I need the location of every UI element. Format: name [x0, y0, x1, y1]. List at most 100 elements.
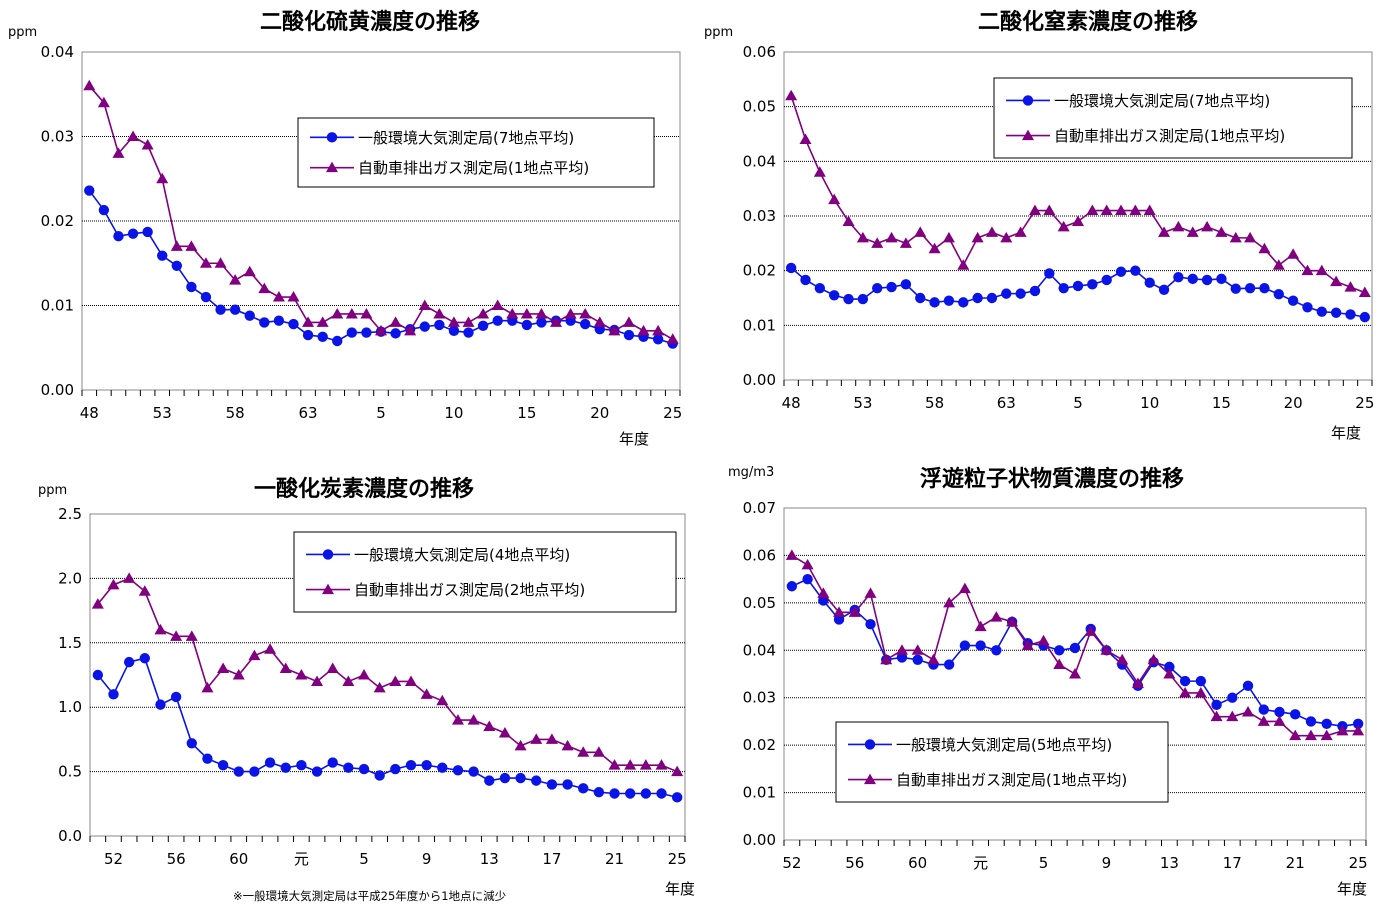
data-point-roadside: [201, 681, 214, 693]
data-point-roadside: [856, 231, 869, 243]
data-point-roadside: [467, 714, 480, 725]
data-point-roadside: [185, 240, 198, 251]
data-point-roadside: [520, 307, 533, 319]
data-point-general: [200, 291, 212, 303]
y-tick-label: 0.07: [743, 499, 776, 517]
data-point-roadside: [1210, 710, 1223, 722]
x-tick-label: 10: [444, 404, 463, 422]
data-point-roadside: [1244, 231, 1257, 243]
data-point-roadside: [154, 623, 167, 635]
data-point-roadside: [1037, 634, 1050, 646]
x-axis-label: 年度: [1337, 880, 1367, 898]
data-point-roadside: [1257, 715, 1270, 726]
data-point-roadside: [389, 675, 402, 686]
y-unit-label: mg/m3: [728, 465, 774, 480]
legend-label: 自動車排出ガス測定局(2地点平均): [354, 581, 585, 599]
data-point-roadside: [828, 193, 841, 205]
data-point-roadside: [373, 681, 386, 693]
x-axis-label: 年度: [619, 430, 649, 448]
data-point-general: [84, 185, 95, 196]
data-point-general: [264, 757, 276, 768]
data-point-general: [579, 318, 591, 330]
x-tick-label: 53: [853, 394, 872, 412]
x-tick-label: 60: [908, 854, 927, 872]
y-tick-label: 2.5: [58, 505, 82, 523]
data-point-roadside: [671, 765, 684, 777]
y-tick-label: 0.01: [743, 784, 776, 802]
data-point-general: [1244, 282, 1256, 294]
data-point-general: [170, 691, 182, 703]
data-point-general: [1130, 265, 1141, 276]
nitrogen-dioxide-chart: 二酸化窒素濃度の推移 ppm 0.00 0.01 0.02 0.03 0.04 0.05 0.0…: [694, 0, 1388, 452]
x-tick-label: 21: [1286, 854, 1305, 872]
data-point-general: [1173, 272, 1184, 283]
data-point-general: [929, 297, 940, 308]
legend-marker: [864, 739, 876, 750]
x-tick-label: 21: [605, 850, 624, 868]
data-point-general: [390, 763, 401, 775]
y-tick-label: 0.01: [41, 297, 74, 315]
legend-marker: [1022, 95, 1034, 106]
data-point-general: [142, 226, 153, 238]
data-point-general: [958, 297, 969, 308]
data-point-roadside: [1021, 639, 1034, 651]
y-tick-label: 0.01: [743, 316, 776, 334]
data-point-roadside: [974, 620, 987, 632]
series-line-general: [97, 657, 678, 799]
data-point-general: [531, 775, 542, 786]
data-point-roadside: [911, 644, 924, 655]
data-point-roadside: [360, 307, 373, 319]
data-point-general: [562, 779, 573, 790]
data-point-roadside: [1014, 226, 1027, 237]
y-tick-label: 1.5: [58, 634, 82, 652]
data-point-general: [434, 319, 445, 331]
data-point-roadside: [420, 688, 433, 699]
data-point-general: [671, 792, 683, 803]
y-tick-label: 0.5: [58, 763, 82, 781]
x-tick-label: 9: [1102, 854, 1112, 872]
data-point-roadside: [622, 316, 635, 327]
data-point-general: [843, 293, 854, 305]
data-point-general: [986, 292, 998, 304]
data-point-roadside: [1344, 281, 1357, 292]
x-tick-label: 20: [590, 404, 609, 422]
data-point-roadside: [170, 240, 183, 251]
data-point-general: [546, 779, 558, 790]
x-tick-label: 52: [104, 850, 123, 868]
legend-label: 一般環境大気測定局(5地点平均): [896, 736, 1112, 754]
data-point-roadside: [1201, 220, 1214, 232]
data-point-general: [437, 762, 448, 773]
data-point-roadside: [1272, 259, 1285, 270]
data-point-roadside: [232, 669, 245, 680]
y-tick-label: 0.03: [743, 207, 776, 225]
data-point-roadside: [1226, 710, 1239, 722]
data-point-general: [609, 788, 620, 799]
data-point-general: [499, 772, 511, 784]
data-point-general: [202, 753, 213, 764]
data-point-roadside: [107, 578, 120, 590]
x-tick-label: 58: [925, 394, 944, 412]
data-point-general: [186, 738, 197, 749]
data-point-general: [802, 573, 813, 585]
data-point-roadside: [97, 96, 110, 108]
legend-label: 自動車排出ガス測定局(1地点平均): [1054, 127, 1285, 145]
data-point-roadside: [895, 644, 908, 655]
data-point-general: [1273, 288, 1284, 300]
data-point-roadside: [345, 307, 358, 319]
data-point-roadside: [451, 714, 464, 725]
data-point-general: [1054, 645, 1065, 656]
x-tick-label: 58: [226, 404, 245, 422]
data-point-general: [448, 325, 460, 337]
data-point-general: [1242, 680, 1254, 692]
data-point-general: [865, 619, 876, 630]
data-point-roadside: [1194, 686, 1207, 698]
data-point-roadside: [1158, 226, 1171, 237]
data-point-general: [1290, 709, 1301, 720]
data-point-general: [1164, 661, 1175, 673]
data-point-roadside: [272, 291, 285, 302]
y-tick-label: 0.02: [743, 736, 776, 754]
data-point-roadside: [112, 147, 125, 158]
x-tick-label: 25: [668, 850, 687, 868]
data-point-roadside: [842, 215, 855, 226]
data-point-roadside: [1028, 204, 1041, 216]
